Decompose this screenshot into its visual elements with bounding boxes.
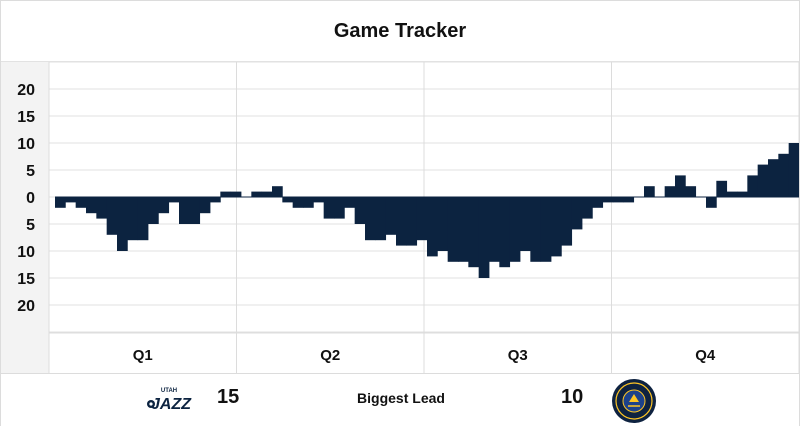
quarter-label: Q1	[133, 347, 153, 364]
nuggets-logo-icon	[612, 379, 656, 423]
lead-bar	[148, 197, 159, 224]
lead-bar	[602, 197, 614, 203]
lead-bar	[768, 159, 779, 197]
lead-bar	[65, 197, 77, 203]
lead-bar	[499, 197, 511, 268]
lead-bar	[365, 197, 376, 241]
lead-bar	[468, 197, 480, 268]
y-tick-label: 0	[26, 190, 35, 207]
y-tick-label: 5	[26, 217, 35, 234]
lead-bar	[664, 186, 676, 197]
lead-bars	[55, 143, 799, 278]
lead-bar	[106, 197, 118, 235]
lead-bar	[551, 197, 562, 257]
lead-bar	[117, 197, 128, 251]
lead-bar	[251, 191, 263, 197]
lead-bar	[644, 186, 655, 197]
lead-bar	[261, 191, 273, 197]
lead-bar	[334, 197, 345, 219]
lead-bar	[303, 197, 314, 208]
lead-bar	[716, 180, 728, 197]
lead-bar	[375, 197, 387, 241]
lead-bar	[127, 197, 139, 241]
lead-bar	[96, 197, 108, 219]
lead-bar	[230, 191, 242, 197]
lead-bar	[726, 191, 738, 197]
lead-bar	[55, 197, 66, 208]
lead-bar	[292, 197, 304, 208]
away-biggest-lead: 10	[561, 386, 584, 408]
lead-bar	[778, 153, 790, 197]
lead-bar	[613, 197, 624, 203]
lead-bar	[385, 197, 397, 235]
y-tick-label: 15	[17, 271, 35, 288]
lead-bar	[509, 197, 521, 262]
lead-bar	[788, 143, 799, 197]
lead-bar	[344, 197, 356, 208]
home-biggest-lead: 15	[217, 386, 240, 408]
lead-bar	[75, 197, 87, 208]
lead-bar	[447, 197, 459, 262]
lead-bar	[478, 197, 490, 278]
lead-bar	[86, 197, 97, 214]
lead-bar	[179, 197, 190, 224]
lead-bar	[396, 197, 407, 246]
lead-bar	[427, 197, 438, 257]
lead-bar	[561, 197, 573, 246]
lead-bar	[582, 197, 593, 219]
biggest-lead-bar: UTAH JAZZ 15 Biggest Lead 10	[1, 373, 799, 426]
lead-bar	[158, 197, 170, 214]
lead-bar	[592, 197, 604, 208]
y-tick-label: 20	[17, 82, 35, 99]
y-tick-labels: 20 15 10 5 0 5 10 15 20	[17, 82, 35, 315]
lead-bar	[540, 197, 552, 262]
lead-bar	[571, 197, 583, 230]
y-tick-label: 10	[17, 136, 35, 153]
lead-bar	[747, 175, 759, 197]
lead-bar	[520, 197, 531, 251]
lead-bar	[137, 197, 149, 241]
quarter-label: Q3	[508, 347, 528, 364]
y-axis-band	[1, 62, 49, 373]
lead-bar	[313, 197, 325, 203]
y-tick-label: 10	[17, 244, 35, 261]
lead-bar	[323, 197, 335, 219]
lead-bar	[675, 175, 686, 197]
lead-bar	[489, 197, 500, 262]
chart-title: Game Tracker	[1, 1, 799, 62]
lead-bar	[189, 197, 201, 224]
biggest-lead-label: Biggest Lead	[357, 390, 445, 406]
lead-bar	[406, 197, 418, 246]
y-tick-label: 15	[17, 109, 35, 126]
lead-bar	[416, 197, 428, 241]
quarter-label: Q4	[695, 347, 716, 364]
lead-bar	[437, 197, 449, 251]
y-tick-label: 20	[17, 298, 35, 315]
lead-bar	[199, 197, 211, 214]
lead-bar	[282, 197, 294, 203]
chart-grid	[48, 62, 799, 373]
lead-bar	[354, 197, 366, 224]
quarter-label: Q2	[320, 347, 340, 364]
lead-bar	[168, 197, 180, 203]
lead-chart: 20 15 10 5 0 5 10 15 20 Q1 Q2 Q3 Q4	[1, 62, 799, 373]
lead-bar	[623, 197, 635, 203]
lead-bar	[737, 191, 748, 197]
lead-bar	[706, 197, 717, 208]
quarter-labels: Q1 Q2 Q3 Q4	[133, 347, 716, 364]
lead-bar	[458, 197, 469, 262]
y-tick-label: 5	[26, 163, 35, 180]
lead-bar	[685, 186, 697, 197]
lead-bar	[220, 191, 232, 197]
jazz-logo-icon: UTAH JAZZ	[147, 388, 192, 413]
lead-bar	[757, 164, 769, 197]
lead-bar	[272, 186, 283, 197]
lead-bar	[210, 197, 221, 203]
lead-bar	[530, 197, 542, 262]
svg-text:JAZZ: JAZZ	[151, 396, 192, 413]
svg-text:UTAH: UTAH	[161, 388, 177, 394]
